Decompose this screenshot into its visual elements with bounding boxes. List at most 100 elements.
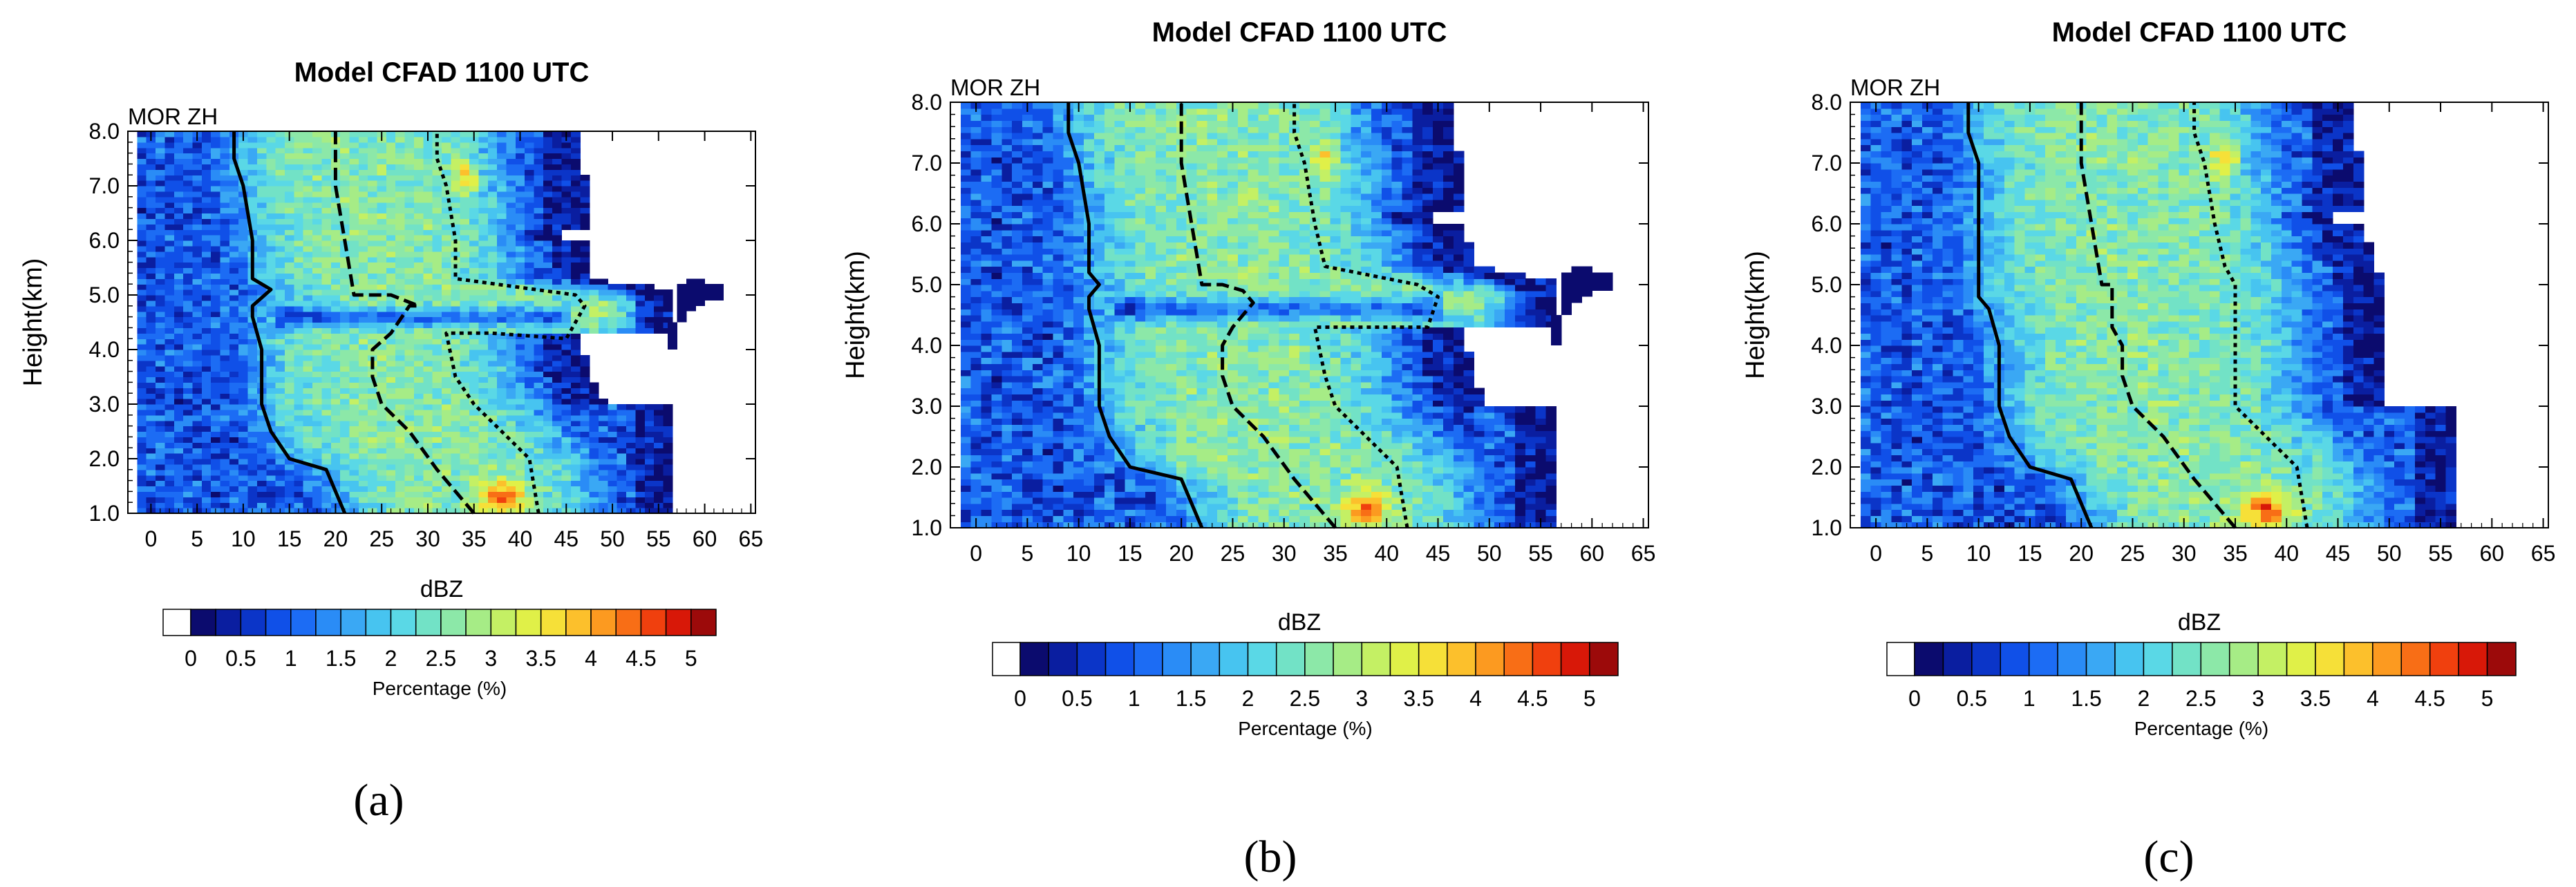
heatmap-cell [395,481,405,487]
heatmap-cell [395,432,405,438]
heatmap-cell [405,317,415,323]
heatmap-cell [331,350,341,356]
heatmap-cell [469,432,479,438]
heatmap-cell [1104,406,1116,412]
heatmap-cell [321,372,331,378]
heatmap-cell [562,327,572,334]
heatmap-cell [1063,169,1074,175]
heatmap-cell [350,426,359,432]
heatmap-cell [164,393,174,399]
heatmap-cell [331,235,341,241]
heatmap-cell [571,361,581,367]
heatmap-cell [525,175,534,181]
heatmap-cell [193,437,203,443]
heatmap-cell [552,268,562,274]
heatmap-cell [303,142,313,149]
heatmap-cell [137,306,147,312]
heatmap-cell [405,218,415,225]
heatmap-cell [1073,412,1084,419]
heatmap-cell [991,297,1002,303]
heatmap-cell [414,137,424,143]
heatmap-cell [285,240,294,247]
heatmap-cell [156,180,165,187]
heatmap-cell [312,218,322,225]
heatmap-cell [321,442,331,448]
heatmap-cell [497,229,507,236]
heatmap-cell [516,148,525,154]
heatmap-cell [405,333,415,339]
heatmap-cell [599,486,608,493]
heatmap-cell [285,295,294,301]
heatmap-cell [1012,218,1023,224]
heatmap-cell [202,377,211,383]
heatmap-cell [164,481,174,487]
heatmap-cell [981,424,993,430]
heatmap-cell [488,432,498,438]
heatmap-cell [562,415,572,421]
heatmap-cell [359,213,368,220]
heatmap-cell [340,164,350,170]
heatmap-cell [599,289,608,296]
heatmap-cell [971,242,982,248]
heatmap-cell [1012,400,1023,406]
heatmap-cell [543,197,553,203]
heatmap-cell [1084,102,1095,108]
heatmap-cell [525,448,534,454]
heatmap-cell [321,361,331,367]
heatmap-cell [193,153,203,160]
heatmap-cell [562,393,572,399]
heatmap-cell [599,437,608,443]
heatmap-cell [525,164,534,170]
heatmap-cell [211,410,220,416]
heatmap-cell [1104,218,1116,224]
heatmap-cell [460,323,470,329]
heatmap-cell [193,142,203,149]
heatmap-cell [507,197,516,203]
heatmap-cell [183,491,193,497]
heatmap-cell [331,268,341,274]
heatmap-cell [1104,485,1116,491]
heatmap-cell [1073,315,1084,321]
heatmap-cell [1012,151,1023,157]
heatmap-cell [562,312,572,318]
heatmap-cell [229,382,239,388]
heatmap-cell [991,175,1002,182]
heatmap-cell [359,268,368,274]
heatmap-cell [211,251,220,258]
heatmap-cell [571,213,581,220]
heatmap-cell [1002,485,1013,491]
heatmap-cell [645,415,655,421]
heatmap-cell [525,142,534,149]
heatmap-cell [321,131,331,137]
heatmap-cell [1002,115,1013,121]
heatmap-cell [534,278,544,285]
heatmap-cell [266,153,276,160]
heatmap-cell [552,224,562,230]
heatmap-cell [442,224,451,230]
heatmap-cell [1022,285,1033,291]
heatmap-cell [248,295,258,301]
heatmap-cell [497,448,507,454]
heatmap-cell [340,202,350,209]
heatmap-cell [340,317,350,323]
heatmap-cell [981,267,993,273]
heatmap-cell [617,306,627,312]
heatmap-cell [423,323,433,329]
heatmap-cell [423,361,433,367]
heatmap-cell [1012,224,1023,230]
heatmap-cell [608,432,617,438]
heatmap-cell [1022,497,1033,504]
heatmap-cell [359,361,368,367]
heatmap-cell [497,404,507,410]
x-tick-label: 50 [600,526,625,551]
heatmap-cell [562,410,572,416]
heatmap-cell [991,163,1002,169]
heatmap-cell [1104,272,1116,278]
heatmap-cell [534,470,544,476]
heatmap-cell [552,464,562,470]
heatmap-cell [571,142,581,149]
heatmap-cell [238,421,248,427]
heatmap-cell [294,235,303,241]
heatmap-cell [377,448,387,454]
heatmap-cell [1053,455,1064,461]
